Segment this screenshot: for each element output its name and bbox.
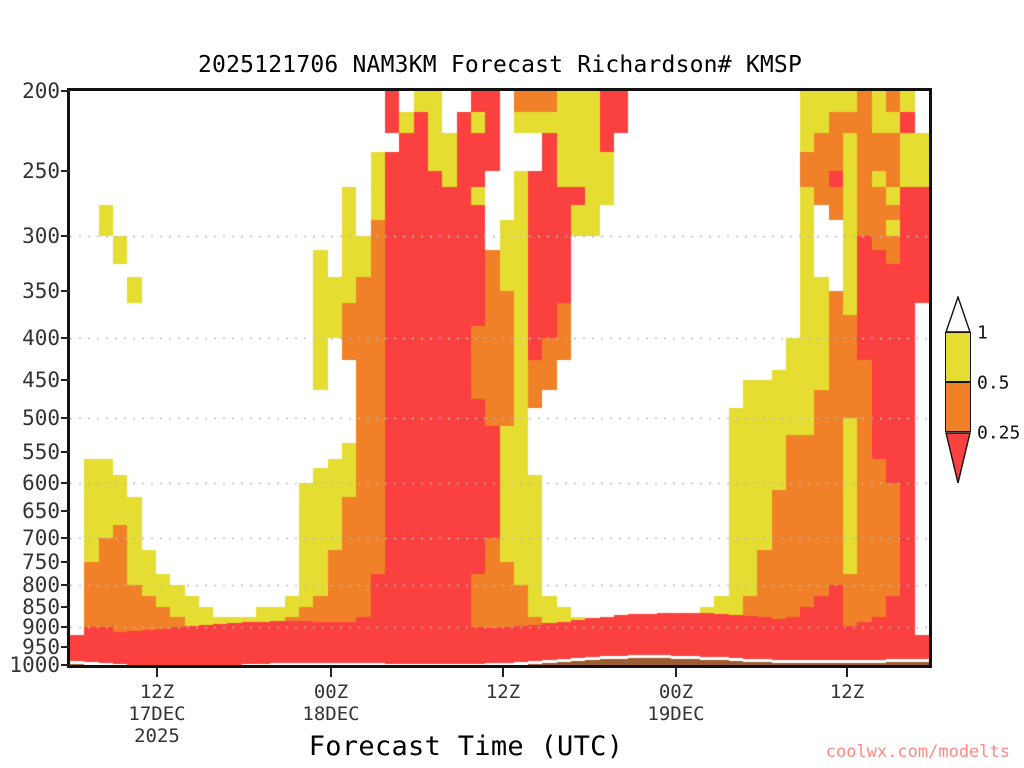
colorbar-label: 0.25: [977, 422, 1021, 444]
colorbar-cap-below: [945, 432, 971, 484]
y-tick-mark: [61, 584, 70, 587]
x-tick-date: 19DEC: [647, 703, 705, 725]
y-tick-mark: [61, 416, 70, 419]
y-tick-label: 1000: [9, 653, 60, 677]
y-tick-mark: [61, 626, 70, 629]
x-tick-year: 2025: [134, 725, 180, 747]
y-tick-label: 750: [22, 550, 60, 575]
y-tick-mark: [61, 536, 70, 539]
y-tick-label: 950: [22, 634, 60, 659]
y-tick-label: 800: [22, 573, 60, 598]
plot-area[interactable]: [67, 88, 932, 668]
x-tick-label-group: 00Z 19DEC: [601, 681, 751, 725]
x-tick-time: 12Z: [829, 681, 865, 703]
page-title: 2025121706 NAM3KM Forecast Richardson# K…: [197, 52, 803, 78]
x-tick-mark: [846, 668, 848, 677]
y-tick-label: 450: [22, 368, 60, 393]
y-tick-mark: [61, 606, 70, 609]
colorbar-label: 1: [977, 322, 988, 344]
y-tick-mark: [61, 450, 70, 453]
x-tick-time: 12Z: [485, 681, 521, 703]
y-tick-label: 850: [22, 595, 60, 620]
x-tick-mark: [675, 668, 677, 677]
y-tick-label: 650: [22, 499, 60, 524]
x-axis-title: Forecast Time (UTC): [308, 731, 624, 762]
x-tick-date: 17DEC: [128, 703, 186, 725]
colorbar-label: 0.5: [977, 372, 1010, 394]
x-tick-time: 00Z: [658, 681, 694, 703]
x-tick-time: 00Z: [313, 681, 349, 703]
colorbar-legend[interactable]: 1 0.5 0.25: [941, 294, 1023, 486]
x-tick-mark: [330, 668, 332, 677]
y-axis: 200 250 300 350 400 450 500 550 600 650 700 750 800 8…: [0, 79, 60, 677]
y-tick-label: 300: [22, 223, 60, 248]
y-tick-label: 600: [22, 470, 60, 495]
y-tick-mark: [61, 481, 70, 484]
y-tick-mark: [61, 90, 70, 92]
y-tick-label: 550: [22, 439, 60, 464]
y-tick-label: 700: [22, 525, 60, 550]
x-tick-date: 18DEC: [302, 703, 360, 725]
y-tick-label: 250: [22, 158, 60, 183]
y-tick-label: 200: [22, 79, 60, 103]
y-tick-mark: [61, 169, 70, 172]
colorbar-segment-yellow[interactable]: [945, 332, 971, 382]
colorbar-cap-above: [945, 294, 971, 333]
x-tick-label-group: 12Z: [428, 681, 578, 703]
y-tick-mark: [61, 379, 70, 382]
y-tick-mark: [61, 664, 70, 666]
y-tick-mark: [61, 510, 70, 513]
x-tick-label-group: 12Z 17DEC 2025: [82, 681, 232, 747]
x-tick-mark: [502, 668, 504, 677]
y-tick-label: 400: [22, 326, 60, 351]
y-tick-label: 900: [22, 615, 60, 640]
y-tick-label: 350: [22, 278, 60, 303]
heatmap-canvas[interactable]: [70, 91, 929, 665]
x-tick-mark: [156, 668, 158, 677]
y-tick-mark: [61, 337, 70, 340]
y-tick-mark: [61, 561, 70, 564]
y-tick-mark: [61, 234, 70, 237]
y-tick-label: 500: [22, 405, 60, 430]
credit-watermark: coolwx.com/modelts: [825, 742, 1010, 762]
colorbar-segment-orange[interactable]: [945, 382, 971, 432]
x-tick-time: 12Z: [139, 681, 175, 703]
y-tick-marks: [0, 88, 1024, 668]
x-tick-label-group: 00Z 18DEC: [256, 681, 406, 725]
y-tick-mark: [61, 645, 70, 648]
y-tick-mark: [61, 289, 70, 292]
x-tick-label-group: 12Z: [772, 681, 922, 703]
